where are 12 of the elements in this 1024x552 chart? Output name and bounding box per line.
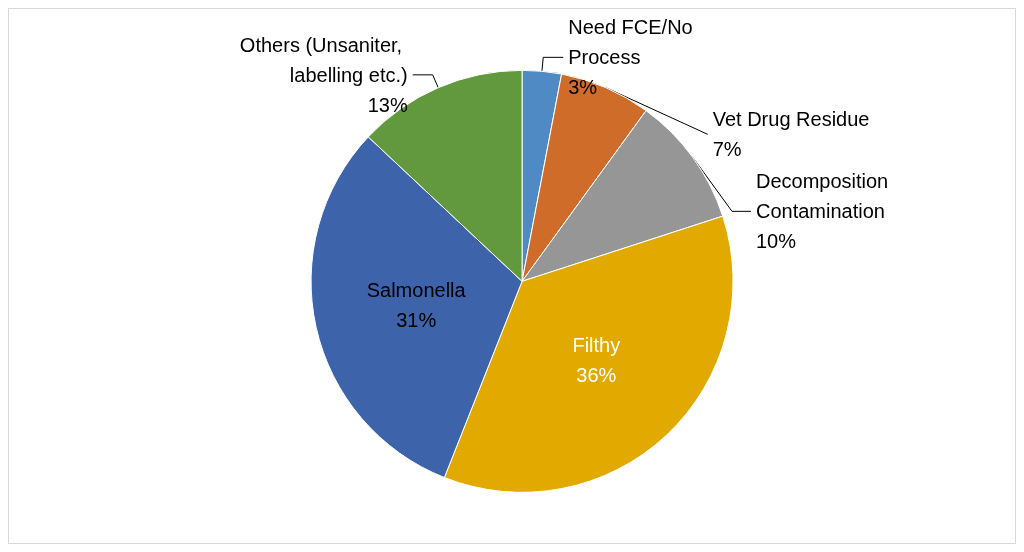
data-label: 31% (396, 309, 437, 332)
data-label: 10% (755, 230, 797, 253)
data-label: 7% (712, 138, 742, 161)
slice-label: Others (Unsaniter, labelling etc.) (239, 33, 408, 86)
slice-label: Decomposition Contamination (755, 170, 894, 223)
slice-label: Filthy (572, 334, 621, 357)
data-label: 13% (367, 93, 408, 116)
data-label: 3% (568, 76, 598, 99)
slice-label: Vet Drug Residue (712, 108, 870, 131)
slice-label: Need FCE/No Process (568, 16, 699, 69)
slice-label: Salmonella (366, 279, 467, 302)
data-label: 36% (576, 364, 617, 387)
